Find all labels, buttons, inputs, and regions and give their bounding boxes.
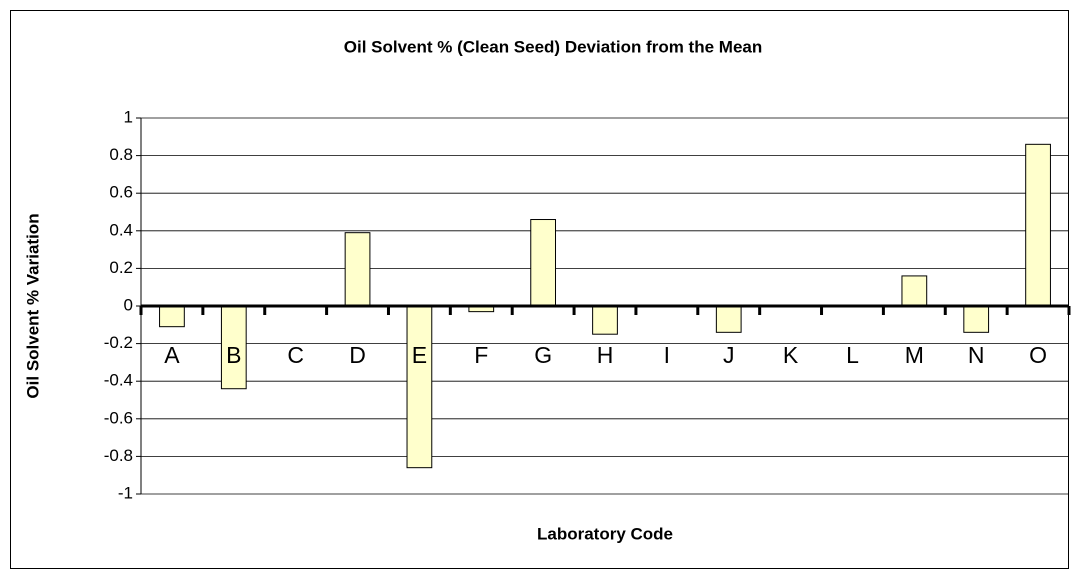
x-tick-label: L <box>846 342 859 368</box>
bar <box>1025 143 1051 307</box>
bar <box>963 305 990 333</box>
y-tick-label: -0.2 <box>104 333 133 352</box>
bar <box>406 305 433 469</box>
y-tick-label: -0.6 <box>104 408 133 427</box>
x-tick-label: O <box>1029 342 1047 368</box>
x-tick-label: B <box>226 342 241 368</box>
bar <box>715 305 742 333</box>
x-tick-label: C <box>287 342 304 368</box>
y-tick-label: 0 <box>124 295 133 314</box>
y-tick-label: -1 <box>118 483 133 502</box>
bar <box>530 219 557 307</box>
bar <box>159 305 185 328</box>
y-tick-label: 0.8 <box>109 145 133 164</box>
x-tick-label: H <box>597 342 614 368</box>
bar <box>220 305 247 390</box>
bar <box>592 305 618 335</box>
x-tick-label: J <box>723 342 735 368</box>
x-tick-label: G <box>534 342 552 368</box>
x-tick-label: K <box>783 342 799 368</box>
y-tick-label: 0.4 <box>109 220 133 239</box>
y-tick-label: -0.8 <box>104 446 133 465</box>
x-tick-label: N <box>968 342 985 368</box>
x-tick-label: I <box>664 342 670 368</box>
bar <box>901 275 928 307</box>
x-tick-label: F <box>474 342 488 368</box>
y-tick-label: 1 <box>124 107 133 126</box>
x-tick-label: E <box>412 342 427 368</box>
y-tick-label: 0.6 <box>109 183 133 202</box>
y-tick-label: 0.2 <box>109 258 133 277</box>
x-tick-label: M <box>905 342 924 368</box>
x-axis-label: Laboratory Code <box>537 524 673 543</box>
x-tick-label: A <box>164 342 180 368</box>
chart-title: Oil Solvent % (Clean Seed) Deviation fro… <box>344 37 762 56</box>
bar <box>344 232 371 307</box>
y-axis-label: Oil Solvent % Variation <box>23 213 42 398</box>
x-tick-label: D <box>349 342 366 368</box>
y-tick-label: -0.4 <box>104 371 133 390</box>
